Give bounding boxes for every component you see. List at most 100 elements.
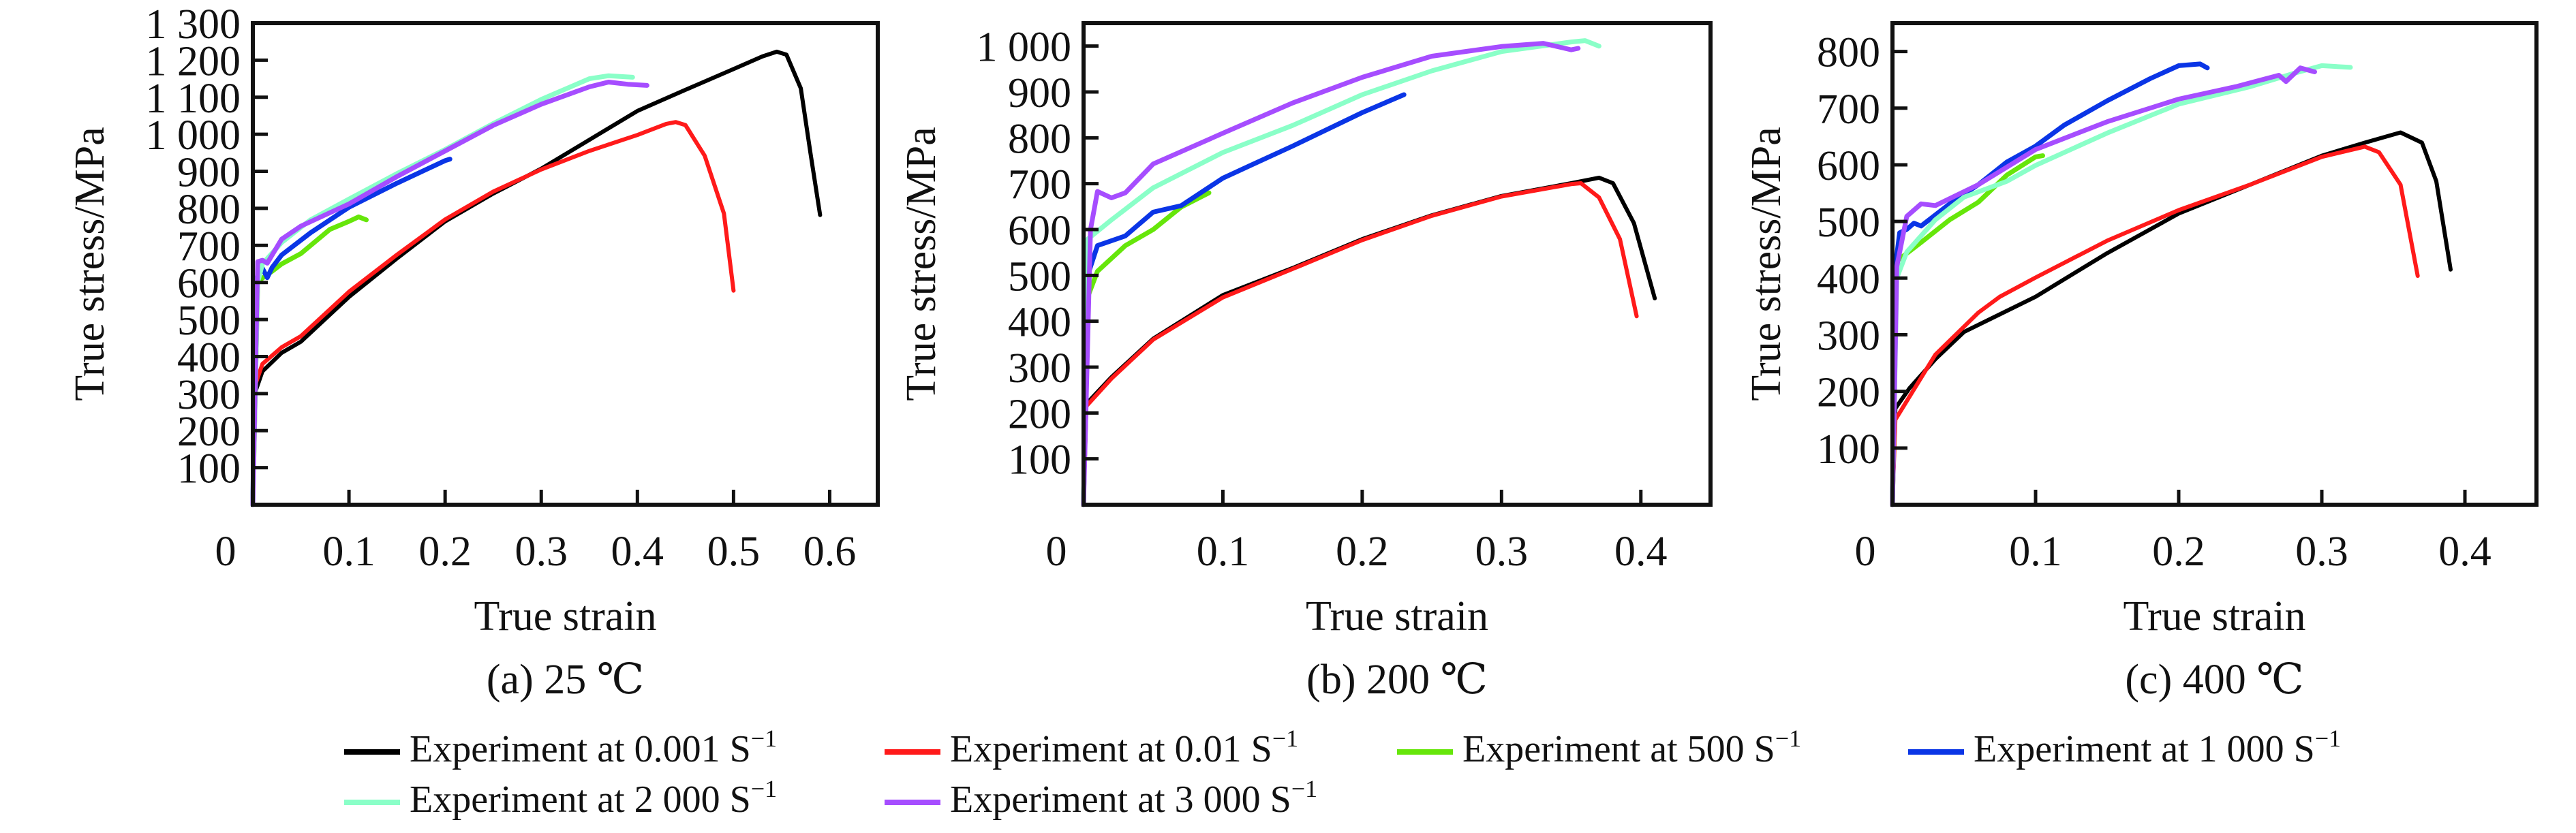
panel-caption: (c) 400 ℃ <box>2125 657 2303 703</box>
y-tick-label: 1 100 <box>146 76 241 122</box>
x-tick-label: 0.1 <box>322 529 375 575</box>
y-tick-label: 100 <box>1817 426 1880 473</box>
y-tick-label: 500 <box>177 298 241 344</box>
y-tick-label: 800 <box>1817 30 1880 76</box>
chart-panel-c: 100 200 300 400 500 600 700 800 0 0.1 0.2 0.3 0.4 Tru… <box>1743 21 2539 703</box>
series-line-2 <box>251 120 736 507</box>
legend-label-text: Experiment at 1 000 S <box>1974 728 2315 770</box>
legend-label: Experiment at 1 000 S−1 <box>1974 725 2341 770</box>
y-tick-label: 900 <box>177 150 241 196</box>
y-axis-label: True stress/MPa <box>1743 127 1790 401</box>
x-tick-label: 0.3 <box>515 529 568 575</box>
y-tick-label: 1 300 <box>146 1 241 48</box>
legend-label-superscript: −1 <box>751 725 777 752</box>
y-tick-label: 800 <box>1008 116 1071 162</box>
panel-caption: (b) 200 ℃ <box>1306 657 1488 703</box>
y-tick-label: 1 000 <box>977 25 1072 71</box>
legend-item: Experiment at 3 000 S−1 <box>885 775 1317 821</box>
legend-label: Experiment at 0.01 S−1 <box>950 725 1298 770</box>
y-tick-label: 100 <box>1008 437 1071 484</box>
x-tick-label: 0.6 <box>803 529 857 575</box>
legend-label: Experiment at 2 000 S−1 <box>410 775 777 821</box>
y-tick-label: 700 <box>177 223 241 270</box>
legend-label-text: Experiment at 2 000 S <box>410 779 751 821</box>
legend-label-superscript: −1 <box>1272 725 1298 752</box>
y-tick-label: 100 <box>177 446 241 492</box>
y-tick-label: 1 000 <box>146 112 241 159</box>
series-line-2 <box>1890 144 2420 507</box>
x-axis-label: True strain <box>474 593 656 640</box>
series-line-1 <box>1082 175 1657 507</box>
legend-label-superscript: −1 <box>1291 775 1317 802</box>
legend-item: Experiment at 2 000 S−1 <box>344 775 777 821</box>
y-tick-label: 700 <box>1008 162 1071 208</box>
x-tick-label: 0.5 <box>707 529 761 575</box>
x-tick-label: 0.1 <box>2009 529 2062 575</box>
y-tick-label: 500 <box>1008 253 1071 300</box>
x-tick-label: 0.4 <box>611 529 664 575</box>
legend-item: Experiment at 1 000 S−1 <box>1908 725 2341 770</box>
x-axis-label: True strain <box>1306 593 1488 640</box>
panel-caption: (a) 25 ℃ <box>487 657 644 703</box>
x-tick-label: 0.2 <box>418 529 472 575</box>
x-tick-label: 0.1 <box>1197 529 1250 575</box>
y-tick-label: 200 <box>1008 391 1071 437</box>
series-line-1 <box>1890 130 2453 507</box>
x-tick-label: 0.4 <box>1614 529 1668 575</box>
legend-label-superscript: −1 <box>751 775 777 802</box>
y-axis-label: True stress/MPa <box>67 127 113 401</box>
legend: Experiment at 0.001 S−1 Experiment at 0.0… <box>344 725 2341 821</box>
x-tick-label: 0 <box>1855 529 1876 575</box>
x-tick-label: 0.2 <box>2152 529 2205 575</box>
series-line-6 <box>1081 41 1581 507</box>
x-tick-label: 0 <box>1046 529 1067 575</box>
y-tick-label: 700 <box>1817 87 1880 133</box>
series-line-5 <box>250 73 635 507</box>
legend-label-superscript: −1 <box>2315 725 2341 752</box>
y-tick-label: 400 <box>177 334 241 381</box>
plot-frame <box>1082 21 1713 507</box>
legend-label: Experiment at 500 S−1 <box>1462 725 1801 770</box>
legend-label-text: Experiment at 0.001 S <box>410 728 751 770</box>
legend-label-text: Experiment at 0.01 S <box>950 728 1272 770</box>
legend-item: Experiment at 500 S−1 <box>1397 725 1801 770</box>
x-tick-label: 0.3 <box>2295 529 2348 575</box>
x-tick-label: 0.4 <box>2438 529 2491 575</box>
legend-item: Experiment at 0.01 S−1 <box>885 725 1298 770</box>
series-line-6 <box>1890 65 2317 507</box>
y-tick-label: 300 <box>1817 313 1880 359</box>
y-tick-label: 300 <box>177 372 241 418</box>
y-tick-label: 200 <box>177 409 241 455</box>
legend-item: Experiment at 0.001 S−1 <box>344 725 777 770</box>
legend-label-text: Experiment at 3 000 S <box>950 779 1291 821</box>
legend-label: Experiment at 3 000 S−1 <box>950 775 1317 821</box>
series-line-2 <box>1082 181 1639 507</box>
y-tick-label: 1 200 <box>146 38 241 84</box>
plot-frame <box>1890 21 2539 507</box>
y-tick-label: 600 <box>1008 208 1071 254</box>
plot-frame <box>251 21 880 507</box>
legend-label: Experiment at 0.001 S−1 <box>410 725 777 770</box>
x-tick-label: 0.3 <box>1475 529 1529 575</box>
y-tick-label: 300 <box>1008 345 1071 392</box>
series-line-5 <box>1081 38 1601 507</box>
legend-label-superscript: −1 <box>1775 725 1801 752</box>
y-axis-label: True stress/MPa <box>898 127 945 401</box>
series-line-4 <box>1081 92 1407 507</box>
y-tick-label: 600 <box>177 261 241 307</box>
x-tick-label: 0 <box>215 529 236 575</box>
series-line-5 <box>1890 63 2353 507</box>
y-tick-label: 400 <box>1008 300 1071 346</box>
series-line-1 <box>251 49 823 507</box>
y-tick-label: 400 <box>1817 256 1880 302</box>
series-line-4 <box>1890 61 2210 507</box>
x-axis-label: True strain <box>2123 593 2305 640</box>
y-tick-label: 500 <box>1817 200 1880 246</box>
x-tick-label: 0.2 <box>1336 529 1389 575</box>
legend-label-text: Experiment at 500 S <box>1462 728 1775 770</box>
y-tick-label: 900 <box>1008 70 1071 116</box>
